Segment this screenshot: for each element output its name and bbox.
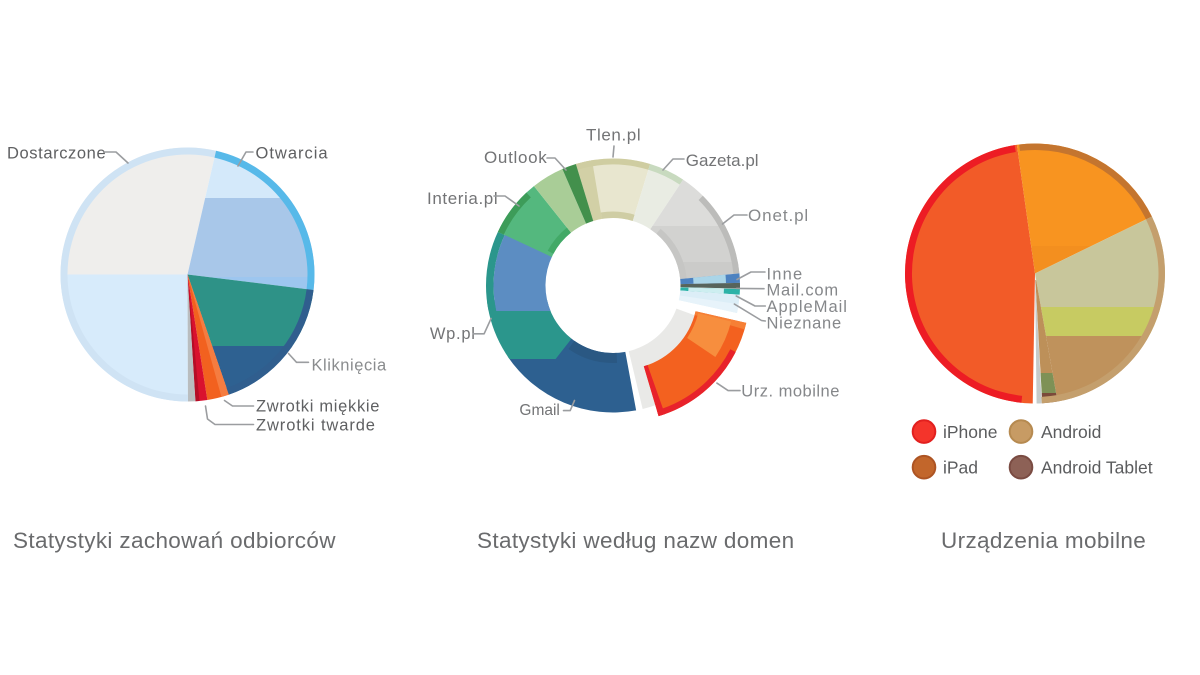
svg-text:Kliknięcia: Kliknięcia xyxy=(312,357,387,375)
svg-text:Zwrotki twarde: Zwrotki twarde xyxy=(256,417,376,435)
svg-text:Android Tablet: Android Tablet xyxy=(1041,458,1153,478)
svg-text:Tlen.pl: Tlen.pl xyxy=(586,126,641,145)
svg-text:Android: Android xyxy=(1041,422,1101,442)
svg-text:Nieznane: Nieznane xyxy=(767,315,842,333)
svg-text:Interia.pl: Interia.pl xyxy=(427,189,498,208)
svg-text:Gazeta.pl: Gazeta.pl xyxy=(686,151,759,170)
svg-text:Zwrotki miękkie: Zwrotki miękkie xyxy=(256,398,380,416)
svg-text:Inne: Inne xyxy=(767,266,804,284)
svg-text:Dostarczone: Dostarczone xyxy=(7,145,106,163)
svg-text:Mail.com: Mail.com xyxy=(767,282,839,300)
svg-text:Wp.pl: Wp.pl xyxy=(430,325,476,343)
svg-text:Urządzenia mobilne: Urządzenia mobilne xyxy=(941,528,1146,553)
svg-text:iPhone: iPhone xyxy=(943,422,998,442)
svg-text:Statystyki zachowań odbiorców: Statystyki zachowań odbiorców xyxy=(13,528,336,553)
svg-text:Gmail: Gmail xyxy=(519,402,559,419)
svg-text:Outlook: Outlook xyxy=(484,148,548,167)
svg-text:Otwarcia: Otwarcia xyxy=(256,145,329,163)
svg-text:AppleMail: AppleMail xyxy=(767,298,848,316)
svg-text:Urz. mobilne: Urz. mobilne xyxy=(741,383,840,401)
svg-text:Statystyki według nazw domen: Statystyki według nazw domen xyxy=(477,528,794,553)
svg-text:Onet.pl: Onet.pl xyxy=(748,206,809,225)
svg-text:iPad: iPad xyxy=(943,458,978,478)
